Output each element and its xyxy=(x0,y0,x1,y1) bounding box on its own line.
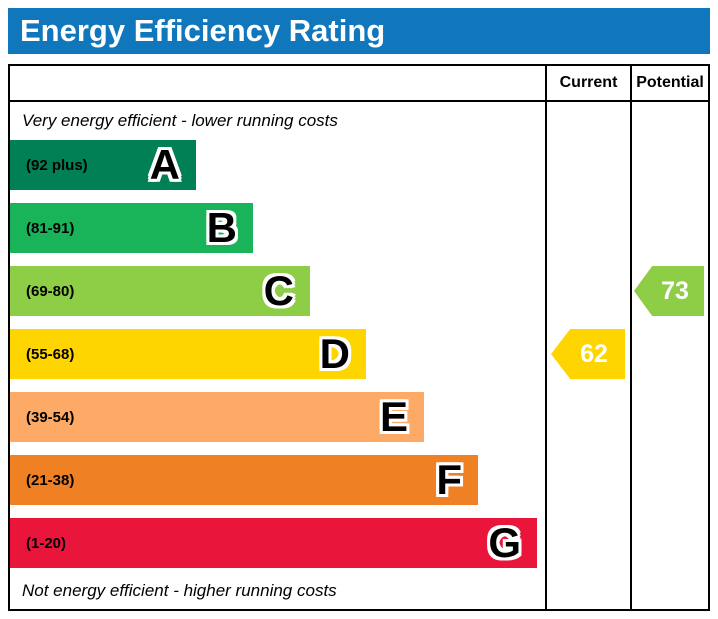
band-letter: C xyxy=(263,267,294,314)
band-letter: G xyxy=(488,519,521,566)
band-row-g: (1-20) G xyxy=(10,518,545,568)
band-range-label: (1-20) xyxy=(26,534,67,552)
band-range-label: (81-91) xyxy=(26,219,75,237)
band-bar-g: (1-20) G xyxy=(10,518,537,568)
potential-column-header: Potential xyxy=(636,74,704,91)
top-note: Very energy efficient - lower running co… xyxy=(22,111,338,130)
current-rating-value: 62 xyxy=(580,339,608,368)
band-letter: F xyxy=(436,456,462,503)
current-column-header: Current xyxy=(559,74,618,91)
page-title: Energy Efficiency Rating xyxy=(20,13,386,48)
band-range-label: (39-54) xyxy=(26,408,75,426)
band-letter: D xyxy=(319,330,350,377)
epc-chart: Current Potential Very energy efficient … xyxy=(8,64,710,611)
band-range-label: (92 plus) xyxy=(26,156,88,174)
band-bar-b: (81-91) B xyxy=(10,203,253,253)
current-rating-marker: 62 xyxy=(551,329,625,379)
band-row-e: (39-54) E xyxy=(10,392,545,442)
band-letter: E xyxy=(379,393,408,440)
band-bar-c: (69-80) C xyxy=(10,266,310,316)
bottom-note: Not energy efficient - higher running co… xyxy=(22,581,337,600)
band-bar-f: (21-38) F xyxy=(10,455,478,505)
potential-rating-value: 73 xyxy=(661,276,689,305)
potential-column-left-border xyxy=(630,66,632,609)
band-letter: B xyxy=(206,204,237,251)
band-row-a: (92 plus) A xyxy=(10,140,545,190)
band-row-f: (21-38) F xyxy=(10,455,545,505)
potential-rating-marker: 73 xyxy=(634,266,704,316)
band-row-c: (69-80) C xyxy=(10,266,545,316)
band-bar-a: (92 plus) A xyxy=(10,140,196,190)
header-bottom-border xyxy=(10,100,708,102)
band-range-label: (55-68) xyxy=(26,345,75,363)
band-row-b: (81-91) B xyxy=(10,203,545,253)
band-row-d: (55-68) D xyxy=(10,329,545,379)
band-range-label: (69-80) xyxy=(26,282,75,300)
band-letter: A xyxy=(149,141,180,188)
title-bar: Energy Efficiency Rating xyxy=(8,8,710,54)
band-range-label: (21-38) xyxy=(26,471,75,489)
bands-area: (92 plus) A (81-91) B (69-80) C (55-68) D (39-54… xyxy=(10,140,545,581)
band-bar-e: (39-54) E xyxy=(10,392,424,442)
current-column-left-border xyxy=(545,66,547,609)
band-bar-d: (55-68) D xyxy=(10,329,366,379)
